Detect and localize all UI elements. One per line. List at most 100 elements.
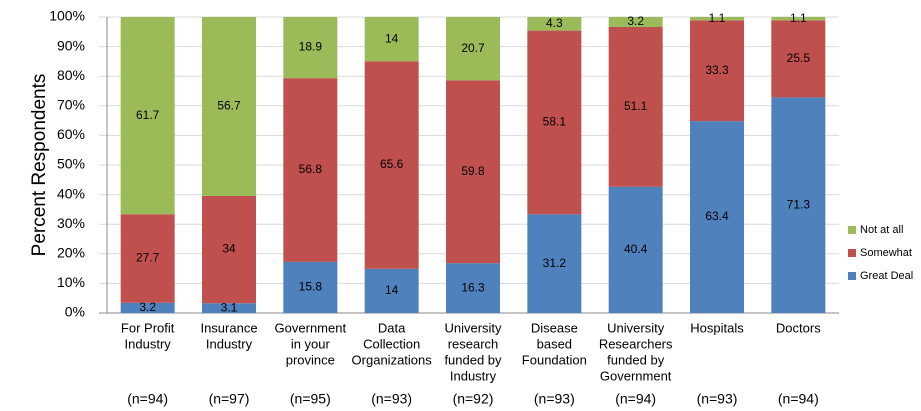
bar-segment xyxy=(608,27,663,187)
x-tick-label: Government xyxy=(275,320,347,335)
bar-segment xyxy=(690,17,744,21)
x-tick-label: Industry xyxy=(206,336,253,351)
x-tick-label: University xyxy=(607,320,665,335)
sample-size: (n=93) xyxy=(534,391,575,407)
data-label: 4.3 xyxy=(546,16,563,30)
bar-segment xyxy=(446,263,500,313)
bar-segment xyxy=(608,17,663,28)
bar-segment xyxy=(446,17,500,81)
x-tick-label: in your xyxy=(291,336,331,351)
data-label: 31.2 xyxy=(543,256,567,270)
data-label: 14 xyxy=(385,283,399,297)
y-tick-label: 0% xyxy=(65,304,85,320)
x-tick-label: Foundation xyxy=(522,352,587,367)
bar-segment xyxy=(202,303,256,313)
bar-segment xyxy=(446,80,500,264)
x-tick-label: Collection xyxy=(363,336,420,351)
x-tick-label: Organizations xyxy=(352,352,433,367)
data-label: 27.7 xyxy=(136,251,160,265)
data-label: 3.1 xyxy=(221,300,238,314)
bar-segment xyxy=(202,17,256,196)
legend-label: Not at all xyxy=(860,224,903,236)
y-tick-label: 100% xyxy=(49,8,85,24)
bar-segment xyxy=(364,268,419,313)
x-tick-label: Government xyxy=(600,368,672,383)
bar-segment xyxy=(771,97,826,313)
sample-size: (n=93) xyxy=(371,391,412,407)
sample-size: (n=94) xyxy=(778,391,819,407)
bar-segment xyxy=(771,17,826,21)
data-label: 16.3 xyxy=(461,280,485,294)
y-axis-label: Percent Respondents xyxy=(29,74,50,257)
bar-segment xyxy=(527,30,582,215)
y-tick-label: 70% xyxy=(57,97,85,113)
bar-segment xyxy=(527,17,582,31)
bar-segment xyxy=(608,186,663,313)
data-label: 65.6 xyxy=(380,157,404,171)
bar-segment xyxy=(364,17,419,62)
x-tick-label: funded by xyxy=(444,352,502,367)
data-label: 25.5 xyxy=(787,51,811,65)
data-label: 20.7 xyxy=(461,41,485,55)
bar-segment xyxy=(283,78,338,262)
x-tick-label: research xyxy=(448,336,499,351)
data-label: 63.4 xyxy=(705,209,729,223)
data-label: 56.7 xyxy=(217,99,241,113)
x-tick-label: Doctors xyxy=(776,320,821,335)
data-label: 15.8 xyxy=(299,280,323,294)
legend-swatch xyxy=(848,226,856,234)
y-tick-label: 60% xyxy=(57,126,85,142)
data-label: 33.3 xyxy=(705,63,729,77)
data-label: 14 xyxy=(385,31,399,45)
x-tick-label: Data xyxy=(378,320,406,335)
x-tick-label: Industry xyxy=(125,336,172,351)
data-label: 18.9 xyxy=(299,40,323,54)
bar-segment xyxy=(690,20,744,122)
sample-size: (n=95) xyxy=(290,391,331,407)
bar-segment xyxy=(120,302,175,313)
legend-label: Great Deal xyxy=(860,270,913,282)
data-label: 59.8 xyxy=(461,164,485,178)
data-label: 71.3 xyxy=(787,197,811,211)
data-label: 58.1 xyxy=(543,115,567,129)
data-label: 3.2 xyxy=(139,300,156,314)
data-label: 34 xyxy=(222,242,236,256)
data-label: 1.1 xyxy=(709,11,726,25)
bar-segment xyxy=(120,17,175,215)
x-tick-label: based xyxy=(537,336,572,351)
data-label: 56.8 xyxy=(299,162,323,176)
data-label: 40.4 xyxy=(624,242,648,256)
x-tick-label: University xyxy=(444,320,502,335)
sample-size: (n=92) xyxy=(453,391,494,407)
x-tick-label: province xyxy=(286,352,335,367)
sample-size: (n=93) xyxy=(697,391,738,407)
x-tick-label: Industry xyxy=(450,368,497,383)
bar-segment xyxy=(120,214,175,303)
sample-size: (n=97) xyxy=(209,391,250,407)
data-label: 61.7 xyxy=(136,108,160,122)
data-label: 51.1 xyxy=(624,99,648,113)
bar-segment xyxy=(364,61,419,269)
y-tick-label: 10% xyxy=(57,274,85,290)
bar-segment xyxy=(527,214,582,313)
bar-segment xyxy=(771,20,826,98)
legend-label: Somewhat xyxy=(860,247,912,259)
x-tick-label: Insurance xyxy=(200,320,257,335)
y-tick-label: 30% xyxy=(57,215,85,231)
y-tick-label: 80% xyxy=(57,67,85,83)
data-label: 1.1 xyxy=(790,11,807,25)
legend-swatch xyxy=(848,272,856,280)
y-tick-label: 20% xyxy=(57,245,85,261)
y-tick-label: 90% xyxy=(57,37,85,53)
sample-size: (n=94) xyxy=(127,391,168,407)
data-label: 3.2 xyxy=(627,14,644,28)
bar-segment xyxy=(283,17,338,79)
x-tick-label: Hospitals xyxy=(690,320,744,335)
bar-segment xyxy=(283,261,338,313)
x-tick-label: funded by xyxy=(607,352,665,367)
legend-swatch xyxy=(848,249,856,257)
y-tick-label: 40% xyxy=(57,185,85,201)
bar-segment xyxy=(202,195,256,304)
y-tick-label: 50% xyxy=(57,156,85,172)
